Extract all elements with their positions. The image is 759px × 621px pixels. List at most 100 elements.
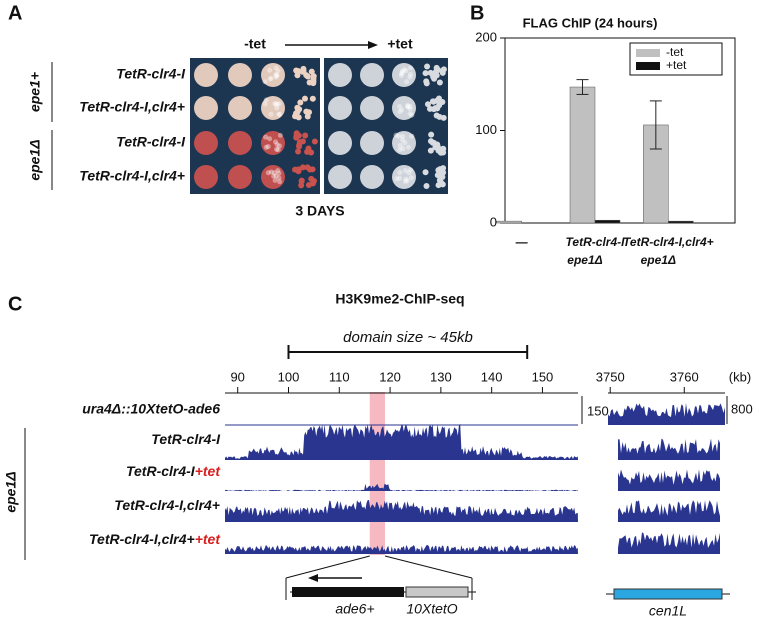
track-condition: +tet [195,531,222,547]
colony [309,95,316,102]
colony [273,173,279,179]
signal-track [225,500,578,522]
colony [267,76,273,82]
colony [299,138,306,145]
signal-track [225,483,578,491]
colony [277,132,283,138]
colony [401,67,407,73]
colony [400,133,406,139]
colony [405,102,411,108]
colony-spot [228,96,252,120]
colony [393,132,399,138]
colony-spot [392,131,416,155]
colony-spot [360,96,384,120]
colony [262,101,268,107]
colony [433,64,440,71]
colony [297,99,304,106]
colony [276,170,282,176]
colony [306,109,313,116]
x-tick-label: 90 [230,369,244,384]
colony [424,63,431,70]
colony [274,73,280,79]
condition-label: +tet [387,36,413,52]
track-name: TetR-clr4-I,clr4+ [114,497,220,513]
colony [423,80,430,87]
x-tick-label: 150 [532,369,554,384]
colony [403,176,409,182]
x-tick-label: 140 [481,369,503,384]
colony [267,67,273,73]
condition-label: -tet [244,36,266,52]
colony [294,113,301,120]
colony [273,101,279,107]
x-tick-label: TetR-clr4-I [566,235,626,249]
colony [268,75,274,81]
colony [276,101,282,107]
signal-track [618,438,720,460]
gene-label: ade6+ [335,601,374,617]
colony-spot [360,165,384,189]
colony [263,134,269,140]
track-name: TetR-clr4-I [126,463,196,479]
colony [426,105,433,112]
legend-label: +tet [666,58,687,72]
signal-track [618,500,720,522]
track-name: TetR-clr4-I,clr4+ [89,531,195,547]
colony [293,67,300,74]
reference-track: ura4Δ::10XtetO-ade6 [82,401,220,417]
colony-spot [328,63,352,87]
colony-spot [194,165,218,189]
colony [400,137,406,143]
colony-spot [228,131,252,155]
colony [436,113,443,120]
x-tick-label: 120 [379,369,401,384]
colony [396,133,402,139]
colony [407,111,413,117]
track-name: TetR-clr4-I [151,431,221,447]
colony [423,182,430,189]
track-label: TetR-clr4-I [151,431,221,447]
teto-array [405,586,469,598]
colony-spot [392,165,416,189]
colony [403,168,409,174]
colony [308,149,315,156]
signal-track [225,424,578,460]
panel-label: C [8,293,22,315]
colony [440,145,447,152]
panel-label: A [8,2,22,24]
duration-label: 3 DAYS [295,203,344,219]
colony [408,175,414,181]
colony [399,107,405,113]
highlight-zoom [285,555,370,579]
colony [439,181,446,188]
colony [307,166,314,173]
scale-label: 800 [731,401,753,416]
colony [399,70,405,76]
colony [306,79,313,86]
scale-label: 150 [587,403,609,418]
colony [440,66,447,73]
x-tick-label: 130 [430,369,452,384]
colony-spot [261,131,285,155]
colony [274,73,280,79]
panel-label: B [470,2,484,24]
colony [277,143,283,149]
colony [268,111,274,117]
colony [294,108,301,115]
colony-spot [194,96,218,120]
colony [435,167,442,174]
colony [409,133,415,139]
x-tick-label: TetR-clr4-I,clr4+ [623,235,714,249]
colony [405,144,411,150]
colony [397,147,403,153]
signal-track [618,469,720,491]
colony [408,65,414,71]
group-label: epe1+ [27,72,43,112]
colony [407,103,413,109]
colony [398,73,404,79]
colony [262,79,268,85]
colony [274,105,280,111]
colony [274,101,280,107]
colony [429,98,436,105]
legend-swatch [636,49,660,57]
